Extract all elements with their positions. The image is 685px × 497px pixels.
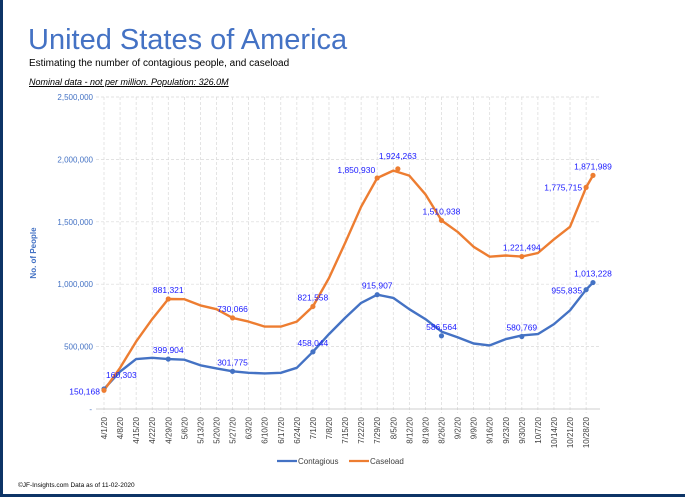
x-tick-label: 10/28/20 (582, 416, 591, 448)
x-tick-label: 4/29/20 (164, 416, 173, 443)
y-tick-label: 1,000,000 (57, 280, 93, 289)
x-tick-label: 9/16/20 (486, 416, 495, 443)
x-tick-label: 8/5/20 (389, 416, 398, 439)
data-marker (165, 296, 171, 302)
y-tick-label: 1,500,000 (57, 218, 93, 227)
x-tick-label: 7/1/20 (309, 416, 318, 439)
data-marker (229, 315, 236, 321)
y-tick-label: - (89, 405, 92, 414)
data-marker (590, 279, 596, 286)
legend-label-caseload: Caseload (370, 457, 404, 466)
x-tick-label: 6/3/20 (245, 416, 254, 439)
x-tick-label: 10/7/20 (534, 416, 543, 443)
data-marker (438, 333, 445, 339)
chart-subtitle: Estimating the number of contagious peop… (29, 58, 290, 69)
x-tick-label: 9/30/20 (518, 416, 527, 443)
x-tick-label: 7/29/20 (373, 416, 382, 443)
series-line-caseload (103, 169, 595, 391)
x-tick-label: 7/8/20 (325, 416, 334, 439)
x-tick-label: 4/8/20 (116, 416, 125, 439)
data-label: 399,904 (153, 345, 184, 355)
data-marker (374, 292, 380, 298)
data-label: 150,168 (69, 386, 100, 396)
y-tick-label: 2,500,000 (57, 93, 93, 102)
data-marker (101, 387, 107, 393)
footer-source: ©JF-Insights.com Data as of 11-02-2020 (18, 482, 135, 489)
x-tick-label: 4/22/20 (148, 416, 157, 443)
data-label: 1,924,263 (379, 151, 417, 161)
x-tick-label: 5/20/20 (212, 416, 221, 443)
data-label: 160,303 (106, 370, 137, 380)
y-axis-label: No. of People (29, 227, 38, 279)
x-tick-label: 6/17/20 (277, 416, 286, 443)
chart-note: Nominal data - not per million. Populati… (29, 77, 229, 87)
data-marker (583, 184, 589, 190)
data-marker (374, 175, 380, 181)
x-tick-label: 4/15/20 (132, 416, 141, 443)
data-marker (229, 368, 236, 374)
data-label: 955,835 (551, 286, 582, 296)
x-tick-label: 5/27/20 (229, 416, 238, 443)
data-marker (590, 172, 596, 178)
x-tick-label: 10/21/20 (566, 416, 575, 448)
data-marker (438, 217, 445, 224)
x-tick-label: 5/13/20 (196, 416, 205, 443)
x-tick-label: 6/24/20 (293, 416, 302, 443)
data-label: 458,044 (298, 338, 329, 348)
x-tick-label: 7/22/20 (357, 416, 366, 443)
data-label: 586,564 (426, 322, 457, 332)
x-tick-label: 8/19/20 (421, 416, 430, 443)
data-label: 1,510,938 (423, 206, 461, 216)
data-label: 730,066 (217, 304, 248, 314)
data-label: 1,013,228 (574, 269, 612, 279)
data-marker (583, 287, 589, 293)
data-marker (165, 356, 171, 362)
data-marker (519, 253, 525, 260)
chart-title: United States of America (28, 24, 348, 56)
x-tick-label: 10/14/20 (550, 416, 559, 448)
x-tick-label: 9/2/20 (454, 416, 463, 439)
data-label: 1,775,715 (544, 182, 582, 192)
data-marker (310, 303, 316, 310)
x-tick-label: 9/23/20 (502, 416, 511, 443)
data-label: 881,321 (153, 285, 184, 295)
data-label: 1,871,989 (574, 161, 612, 171)
data-label: 1,221,494 (503, 243, 541, 253)
x-tick-label: 9/9/20 (470, 416, 479, 439)
series-line-contagious (103, 281, 594, 390)
data-marker (519, 333, 525, 340)
x-tick-label: 8/12/20 (405, 416, 414, 443)
frame-border-bottom (0, 494, 685, 497)
y-tick-label: 2,000,000 (57, 155, 93, 164)
frame-border-left (0, 0, 3, 497)
data-label: 821,558 (298, 292, 329, 302)
x-tick-label: 4/1/20 (100, 416, 109, 439)
x-tick-label: 7/15/20 (341, 416, 350, 443)
x-tick-label: 8/26/20 (437, 416, 446, 443)
data-label: 301,775 (217, 357, 248, 367)
x-tick-label: 5/6/20 (180, 416, 189, 439)
x-tick-label: 6/10/20 (261, 416, 270, 443)
data-label: 1,850,930 (337, 165, 375, 175)
data-marker (395, 166, 401, 172)
legend-label-contagious: Contagious (298, 457, 338, 466)
data-label: 915,907 (362, 281, 393, 291)
y-tick-label: 500,000 (64, 343, 93, 352)
data-label: 580,769 (506, 323, 537, 333)
data-marker (310, 349, 316, 355)
